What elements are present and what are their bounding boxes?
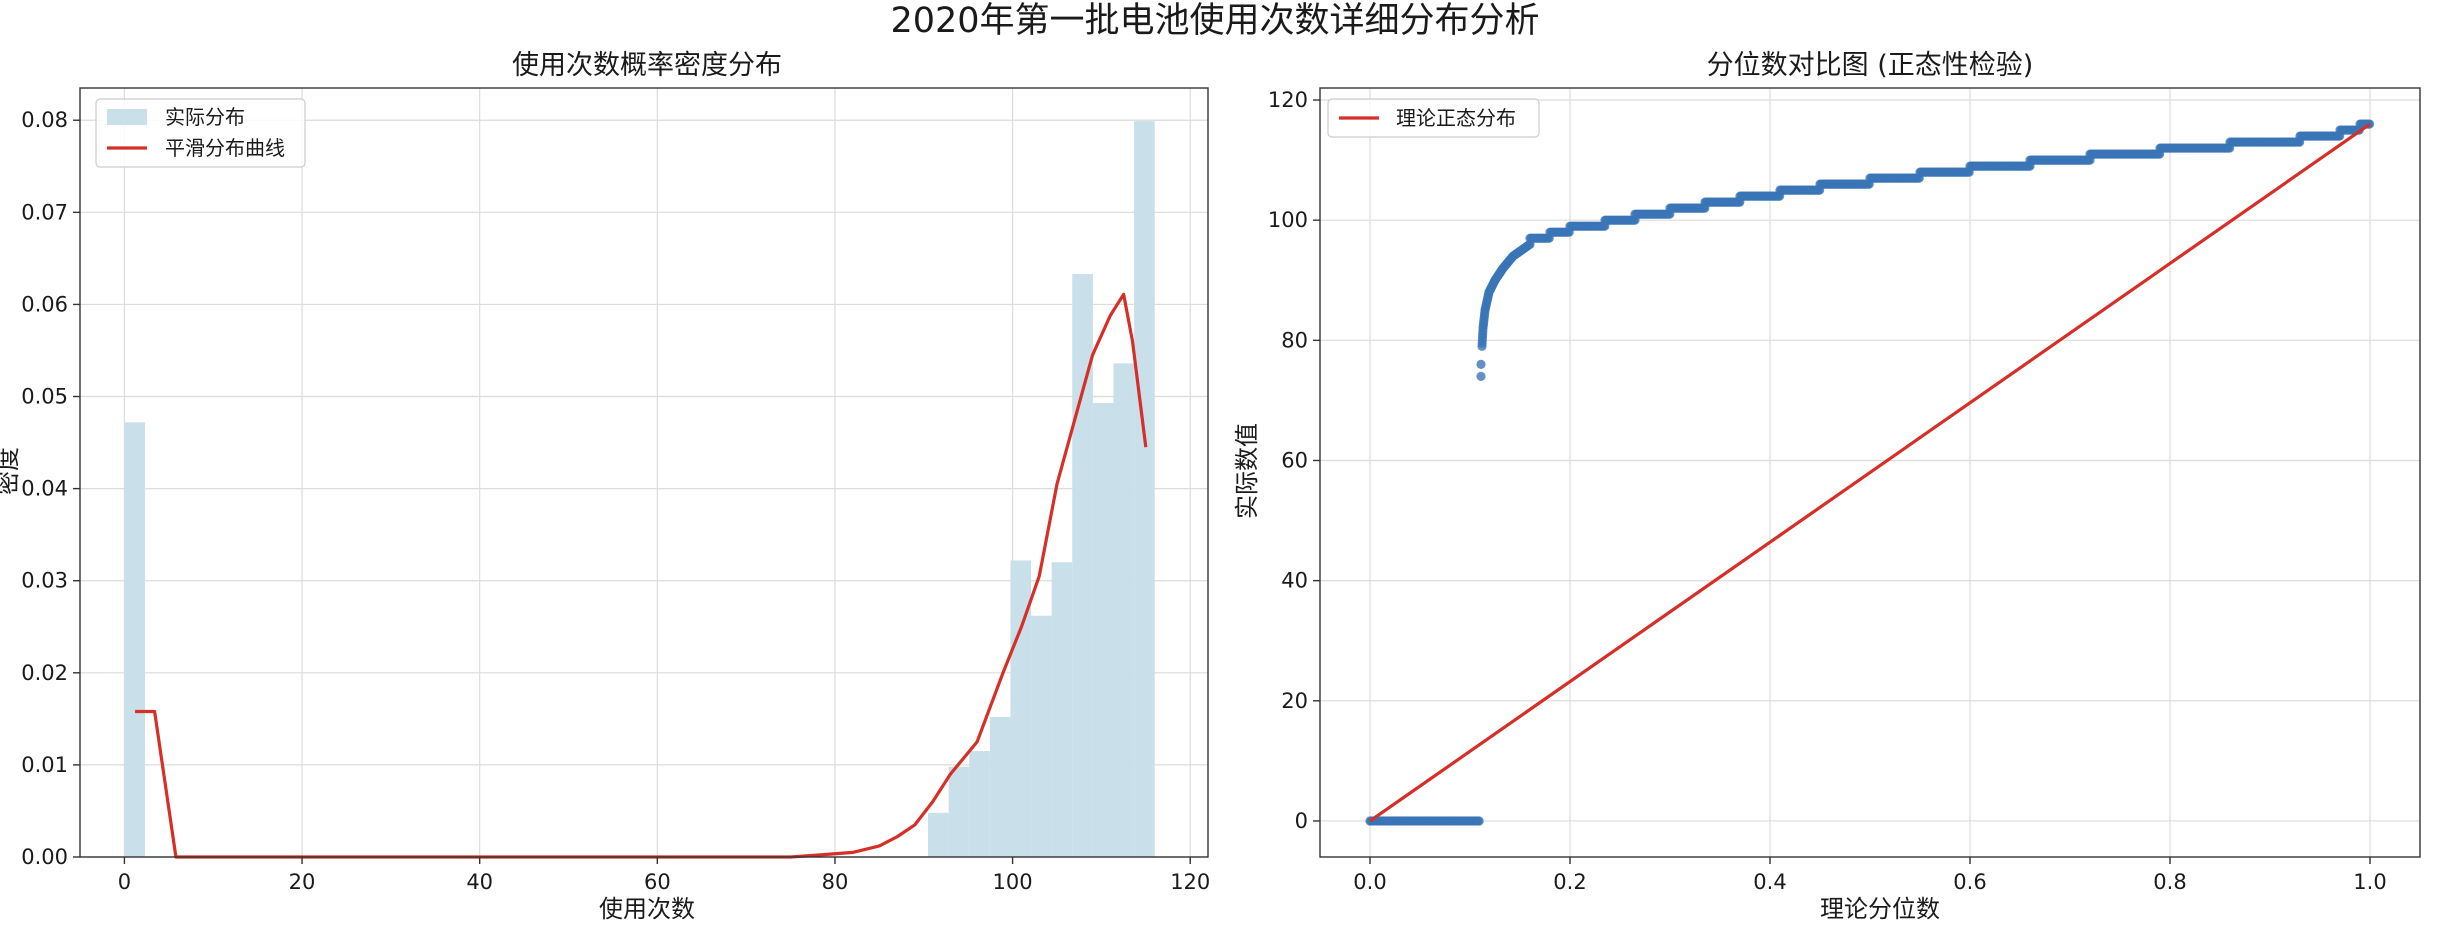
qq-x-axis-label: 理论分位数 (1820, 895, 1940, 923)
qq-point (1476, 371, 1486, 381)
density-x-tick-label: 100 (993, 870, 1033, 894)
density-x-tick-label: 60 (644, 870, 671, 894)
qq-point (1474, 816, 1484, 826)
legend-histogram-swatch (107, 109, 147, 125)
histogram-bar (989, 717, 1011, 857)
qq-x-tick-label: 0.4 (1753, 870, 1786, 894)
qq-legend: 理论正态分布 (1327, 98, 1540, 138)
density-y-axis-label: 密度 (0, 447, 22, 495)
density-y-tick-label: 0.01 (21, 753, 68, 777)
qq-plot-frame (1319, 87, 2421, 858)
density-chart-title: 使用次数概率密度分布 (512, 50, 782, 81)
qq-y-tick-label: 80 (1281, 328, 1308, 352)
qq-chart-title: 分位数对比图 (正态性检验) (1707, 50, 2034, 81)
density-plot-frame (79, 87, 1209, 858)
density-y-tick-label: 0.00 (21, 845, 68, 869)
histogram-bar (928, 812, 949, 857)
density-x-ticks: 0 20 40 60 80 100 120 (118, 857, 1210, 894)
density-x-tick-label: 120 (1170, 870, 1210, 894)
density-legend-box (95, 98, 306, 168)
density-y-tick-label: 0.08 (21, 108, 68, 132)
density-chart: 0 20 40 60 80 100 120 0.00 0.01 0.02 0.03 0.04 0.05… (0, 50, 1210, 923)
theoretical-normal-line (1369, 122, 2371, 823)
legend-normal-line-label: 理论正态分布 (1396, 106, 1516, 130)
qq-x-tick-label: 0.8 (2153, 870, 2186, 894)
qq-x-ticks: 0.0 0.2 0.4 0.6 0.8 1.0 (1353, 857, 2387, 894)
qq-chart: 0.0 0.2 0.4 0.6 0.8 1.0 0 20 40 60 80 100 120 分位数对比… (1233, 50, 2421, 923)
qq-x-tick-label: 1.0 (2353, 870, 2386, 894)
qq-x-tick-label: 0.0 (1353, 870, 1386, 894)
density-x-axis-label: 使用次数 (599, 895, 695, 923)
density-grid (80, 88, 1208, 858)
qq-y-axis-label: 实际数值 (1233, 423, 1261, 519)
qq-x-tick-label: 0.6 (1953, 870, 1986, 894)
legend-histogram-label: 实际分布 (165, 105, 245, 129)
density-y-tick-label: 0.02 (21, 661, 68, 685)
qq-y-tick-label: 120 (1268, 88, 1308, 112)
qq-y-tick-label: 40 (1281, 569, 1308, 593)
qq-x-tick-label: 0.2 (1553, 870, 1586, 894)
legend-curve-label: 平滑分布曲线 (165, 136, 285, 160)
density-y-tick-label: 0.04 (21, 477, 68, 501)
density-y-ticks: 0.00 0.01 0.02 0.03 0.04 0.05 0.06 0.07 0.08 (21, 108, 80, 869)
figure-title: 2020年第一批电池使用次数详细分布分析 (890, 1, 1539, 41)
histogram-bar (1051, 562, 1073, 857)
histogram-bar (1031, 615, 1052, 857)
density-y-tick-label: 0.06 (21, 292, 68, 316)
qq-y-tick-label: 20 (1281, 689, 1308, 713)
density-x-tick-label: 20 (289, 870, 316, 894)
qq-y-ticks: 0 20 40 60 80 100 120 (1268, 88, 1320, 833)
histogram-bar (1072, 274, 1093, 857)
qq-y-tick-label: 100 (1268, 208, 1308, 232)
density-x-tick-label: 80 (822, 870, 849, 894)
density-y-tick-label: 0.03 (21, 569, 68, 593)
histogram-bar (948, 766, 970, 857)
histogram-bar (969, 751, 990, 857)
qq-y-tick-label: 60 (1281, 448, 1308, 472)
histogram-bar (1092, 402, 1114, 857)
qq-grid (1320, 88, 2420, 857)
density-y-tick-label: 0.07 (21, 200, 68, 224)
actual-value-points (1365, 119, 2375, 826)
qq-point (1476, 359, 1486, 369)
density-x-tick-label: 0 (118, 870, 131, 894)
histogram-bar (1134, 121, 1155, 858)
histogram-bar (1010, 560, 1032, 857)
qq-y-tick-label: 0 (1295, 809, 1308, 833)
density-legend: 实际分布 平滑分布曲线 (95, 98, 306, 168)
histogram-bar (1113, 363, 1135, 857)
histogram-bar (124, 422, 146, 857)
density-x-tick-label: 40 (466, 870, 493, 894)
qq-legend-box (1327, 98, 1540, 138)
density-histogram-bars (124, 121, 1155, 858)
density-y-tick-label: 0.05 (21, 385, 68, 409)
